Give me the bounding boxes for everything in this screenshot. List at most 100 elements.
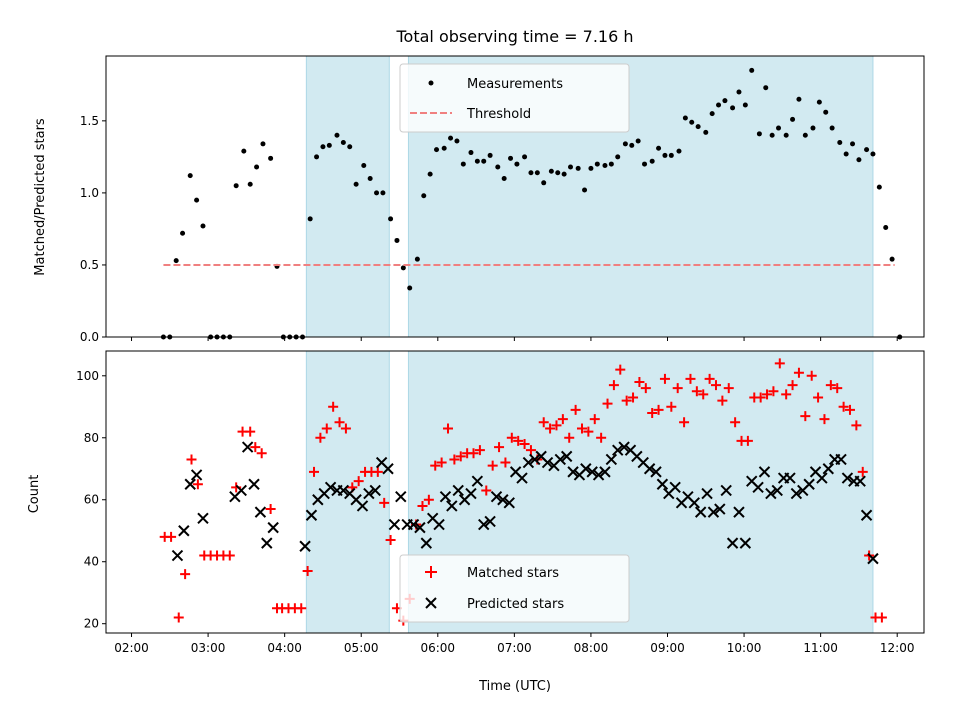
matched-star-point: [762, 389, 773, 400]
x-tick-label: 07:00: [497, 641, 532, 655]
predicted-star-point: [650, 466, 662, 478]
predicted-star-point: [184, 478, 196, 490]
measurement-point: [260, 141, 266, 147]
predicted-star-point: [714, 503, 726, 515]
measurement-point: [414, 256, 420, 262]
matched-star-point: [538, 417, 549, 428]
matched-star-point: [806, 370, 817, 381]
measurement-point: [460, 161, 466, 167]
matched-star-point: [742, 435, 753, 446]
bottom-legend-box: [399, 554, 630, 623]
matched-star-point: [570, 404, 581, 415]
predicted-star-point: [305, 509, 318, 521]
predicted-star-point: [382, 463, 394, 475]
predicted-star-point: [299, 540, 311, 552]
panel-bottom: 20 40 60 80 100 02:00 03:00 04:00 05:00 06:00 07:…: [27, 350, 925, 694]
measurement-point: [528, 170, 534, 176]
matched-star-point: [321, 423, 332, 434]
measurement-point: [588, 165, 594, 171]
predicted-star-point: [803, 478, 815, 490]
predicted-star-point: [560, 450, 573, 463]
y-tick-label: 1.5: [80, 114, 99, 128]
measurement-point: [602, 163, 608, 169]
matched-star-point: [296, 603, 307, 614]
bottom-axes-frame: [105, 350, 925, 634]
matched-star-point: [576, 423, 587, 434]
predicted-star-point: [190, 469, 203, 481]
predicted-star-point: [643, 463, 656, 475]
legend-matched-label: Matched stars: [467, 566, 559, 581]
measurement-point: [534, 170, 540, 176]
matched-star-point: [723, 383, 734, 394]
matched-star-point: [781, 389, 792, 400]
predicted-star-point: [324, 481, 337, 494]
measurement-point: [622, 141, 628, 147]
top-x-ticks: [131, 337, 898, 341]
matched-star-point: [224, 550, 235, 561]
matched-star-point: [787, 380, 798, 391]
matched-star-point: [755, 392, 766, 403]
measurement-point: [856, 157, 862, 163]
measurement-point: [247, 181, 253, 187]
measurement-point: [656, 145, 662, 151]
measurement-point: [730, 105, 736, 111]
measurement-point: [823, 109, 829, 115]
y-tick-label: 100: [76, 369, 99, 383]
panel-top: 0.0 0.5 1.0 1.5 Matched/Predicted stars Mea…: [33, 55, 925, 344]
measurement-point: [514, 161, 520, 167]
predicted-star-point: [388, 518, 401, 531]
matched-star-point: [166, 531, 177, 542]
measurement-point: [635, 138, 641, 144]
predicted-star-point: [765, 487, 777, 500]
matched-star-point: [519, 438, 530, 449]
y-tick-label: 60: [84, 493, 99, 507]
matched-star-point: [730, 417, 741, 428]
predicted-star-point: [554, 453, 567, 466]
predicted-star-point: [592, 469, 605, 481]
x-tick-label: 11:00: [803, 641, 838, 655]
measurement-point: [200, 223, 206, 229]
matched-star-point: [564, 432, 575, 443]
x-tick-label: 04:00: [267, 641, 302, 655]
top-legend: Measurements Threshold: [399, 63, 630, 133]
bottom-y-ticks: 20 40 60 80 100: [76, 369, 106, 631]
predicted-star-point: [439, 490, 452, 503]
measurement-point: [326, 142, 332, 148]
measurement-point: [522, 154, 528, 160]
predicted-star-point: [567, 466, 579, 478]
top-y-axis-label: Matched/Predicted stars: [33, 118, 48, 276]
predicted-star-point: [241, 441, 254, 453]
predicted-star-point: [580, 463, 592, 475]
measurement-point: [374, 190, 380, 196]
measurement-point: [254, 164, 260, 170]
matched-star-point: [417, 500, 428, 511]
matched-star-point: [710, 380, 721, 391]
matched-star-point: [679, 417, 690, 428]
top-axes-frame: [105, 55, 925, 338]
predicted-star-point: [854, 475, 866, 487]
predicted-star-point: [752, 481, 764, 494]
matched-star-point: [423, 494, 434, 505]
predicted-star-point: [758, 466, 771, 478]
measurement-point: [441, 145, 447, 151]
matched-star-point: [672, 383, 683, 394]
predicted-star-point: [771, 484, 783, 497]
measurement-point: [380, 190, 386, 196]
measurement-point: [394, 237, 400, 243]
measurement-point: [361, 163, 367, 169]
measurement-point: [668, 152, 674, 158]
predicted-star-point: [337, 484, 350, 497]
measurement-point: [682, 115, 688, 121]
matched-star-point: [851, 420, 862, 431]
matched-star-point: [857, 466, 868, 477]
matched-star-point: [173, 612, 184, 623]
measurement-point: [568, 164, 574, 170]
predicted-star-point: [784, 472, 796, 484]
measurement-point: [314, 154, 320, 160]
legend-predicted-label: Predicted stars: [467, 597, 564, 612]
measurement-point: [427, 171, 433, 177]
predicted-star-point: [790, 487, 803, 500]
measurement-point: [233, 183, 239, 189]
measurement-point: [400, 265, 406, 271]
matched-star-point: [551, 420, 562, 431]
